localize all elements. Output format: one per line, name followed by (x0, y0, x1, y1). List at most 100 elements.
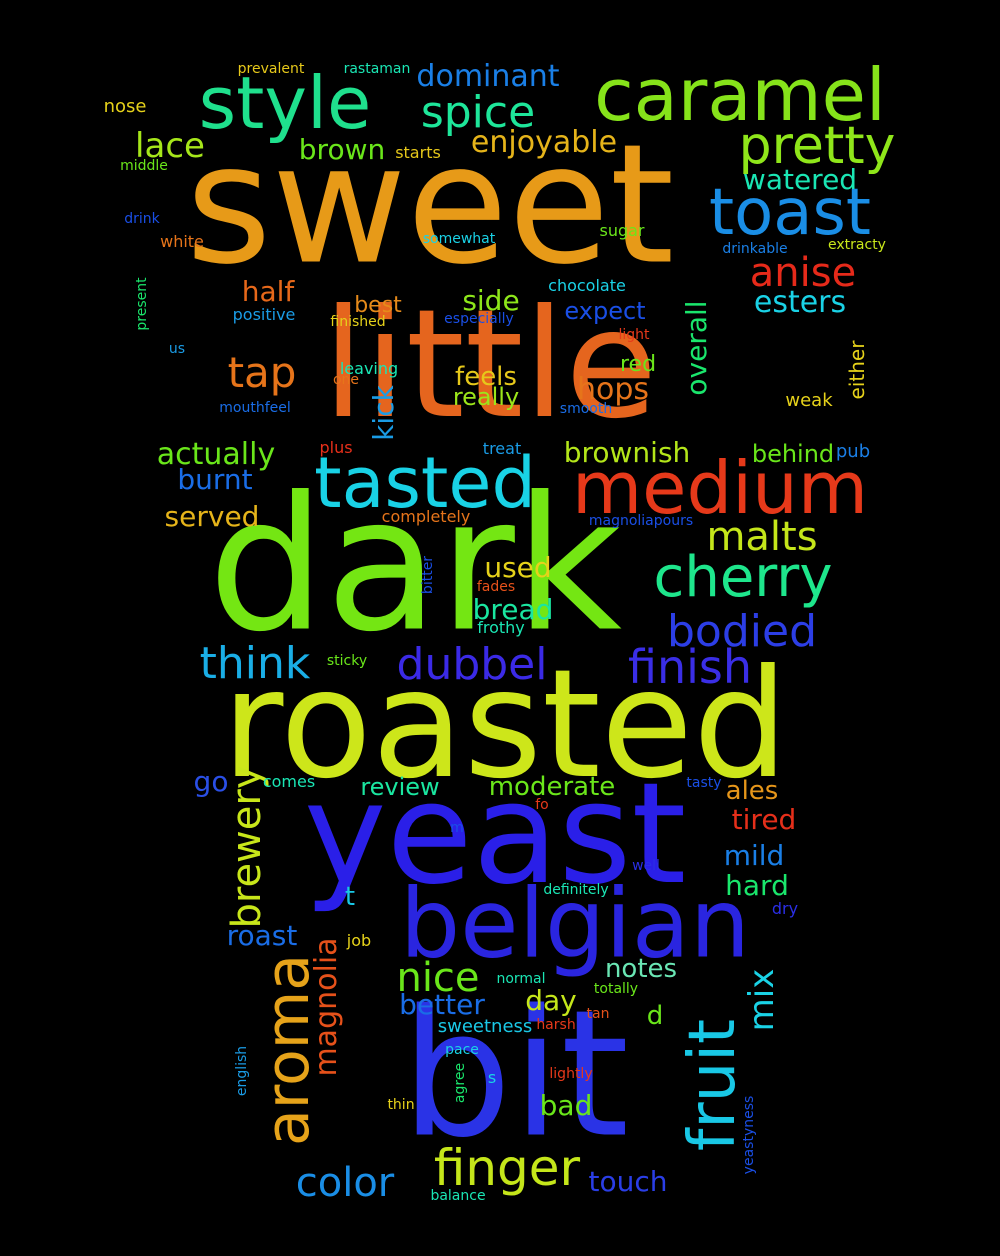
word-color: color (295, 1160, 395, 1206)
word-leaving: leaving (339, 359, 399, 378)
word-plus: plus (319, 438, 353, 457)
word-roast: roast (226, 919, 298, 952)
word-really: really (452, 383, 520, 411)
word-behind: behind (751, 440, 835, 468)
word-brown: brown (298, 133, 386, 166)
word-red: red (619, 352, 657, 377)
word-touch: touch (588, 1165, 668, 1198)
word-smooth: smooth (559, 401, 613, 417)
word-s: s (487, 1068, 497, 1087)
word-spice: spice (420, 87, 536, 138)
word-ales: ales (725, 776, 779, 806)
word-expect: expect (564, 297, 646, 325)
word-better: better (399, 988, 485, 1021)
word-overall: overall (680, 300, 713, 396)
word-one: one (332, 372, 360, 388)
word-sticky: sticky (326, 653, 368, 669)
word-little: little (322, 278, 658, 452)
word-dubbel: dubbel (396, 639, 548, 690)
word-belgian: belgian (399, 869, 751, 980)
word-somewhat: somewhat (422, 231, 496, 247)
word-comes: comes (262, 772, 316, 791)
word-nose: nose (103, 96, 147, 117)
word-cherry: cherry (653, 545, 833, 610)
word-magnoliapours: magnoliapours (588, 513, 694, 529)
word-pub: pub (835, 441, 871, 462)
word-present: present (134, 277, 150, 331)
word-agree: agree (452, 1062, 468, 1104)
word-harsh: harsh (536, 1017, 576, 1033)
word-day: day (525, 984, 577, 1017)
word-enjoyable: enjoyable (470, 125, 618, 160)
word-toast: toast (709, 176, 871, 250)
word-rastaman: rastaman (343, 61, 411, 77)
word-prevalent: prevalent (237, 61, 305, 77)
word-normal: normal (496, 971, 546, 987)
word-us: us (168, 341, 186, 357)
word-sugar: sugar (599, 221, 645, 240)
word-tired: tired (731, 803, 797, 836)
word-kick: kick (367, 385, 400, 441)
word-thin: thin (387, 1097, 415, 1113)
word-mild: mild (723, 839, 785, 872)
word-starts: starts (395, 143, 441, 162)
word-malts: malts (706, 514, 818, 560)
word-bodied: bodied (666, 606, 818, 657)
word-watered: watered (742, 163, 858, 196)
word-think: think (199, 638, 311, 689)
word-sweet: sweet (185, 108, 675, 301)
word-dry: dry (771, 899, 799, 918)
word-english: english (234, 1045, 250, 1097)
word-mouthfeel: mouthfeel (219, 400, 291, 416)
word-weak: weak (785, 390, 833, 411)
word-magnolia: magnolia (309, 937, 344, 1077)
word-white: white (160, 232, 204, 251)
word-go: go (193, 765, 229, 798)
word-finger: finger (433, 1139, 581, 1197)
word-used: used (484, 551, 552, 584)
word-tasty: tasty (686, 775, 722, 791)
word-finish: finish (627, 640, 753, 694)
word-bread: bread (472, 593, 554, 626)
word-t: t (344, 882, 356, 912)
word-pace: pace (445, 1042, 479, 1058)
word-fo: fo (535, 797, 549, 813)
word-side: side (462, 284, 520, 317)
word-burnt: burnt (177, 463, 253, 496)
word-notes: notes (604, 954, 678, 984)
word-middle: middle (120, 158, 168, 174)
word-style: style (198, 61, 372, 145)
word-drink: drink (124, 211, 160, 227)
word-hard: hard (725, 869, 789, 902)
word-m: m (450, 820, 464, 836)
word-dark: dark (208, 456, 622, 673)
word-either: either (845, 340, 869, 400)
word-bad: bad (539, 1089, 593, 1122)
word-sweetness: sweetness (437, 1016, 533, 1037)
word-nice: nice (396, 955, 480, 1001)
word-job: job (346, 931, 372, 950)
word-well: well (632, 858, 660, 874)
word-d: d (646, 1001, 664, 1031)
word-brewery: brewery (224, 765, 270, 929)
word-medium: medium (572, 446, 868, 530)
word-served: served (164, 500, 260, 533)
word-moderate: moderate (488, 772, 616, 802)
word-treat: treat (482, 439, 522, 458)
word-finished: finished (330, 314, 386, 330)
word-fades: fades (476, 579, 516, 595)
word-balance: balance (430, 1188, 486, 1204)
word-actually: actually (156, 437, 276, 472)
word-dominant: dominant (416, 59, 560, 94)
word-especially: especially (444, 311, 514, 327)
word-lightly: lightly (549, 1066, 593, 1082)
word-anise: anise (749, 250, 857, 296)
word-brownish: brownish (563, 436, 691, 469)
word-definitely: definitely (543, 882, 609, 898)
word-review: review (360, 773, 440, 801)
word-mix: mix (742, 968, 782, 1032)
word-pretty: pretty (738, 116, 896, 176)
word-completely: completely (381, 507, 471, 526)
word-feels: feels (455, 362, 517, 392)
